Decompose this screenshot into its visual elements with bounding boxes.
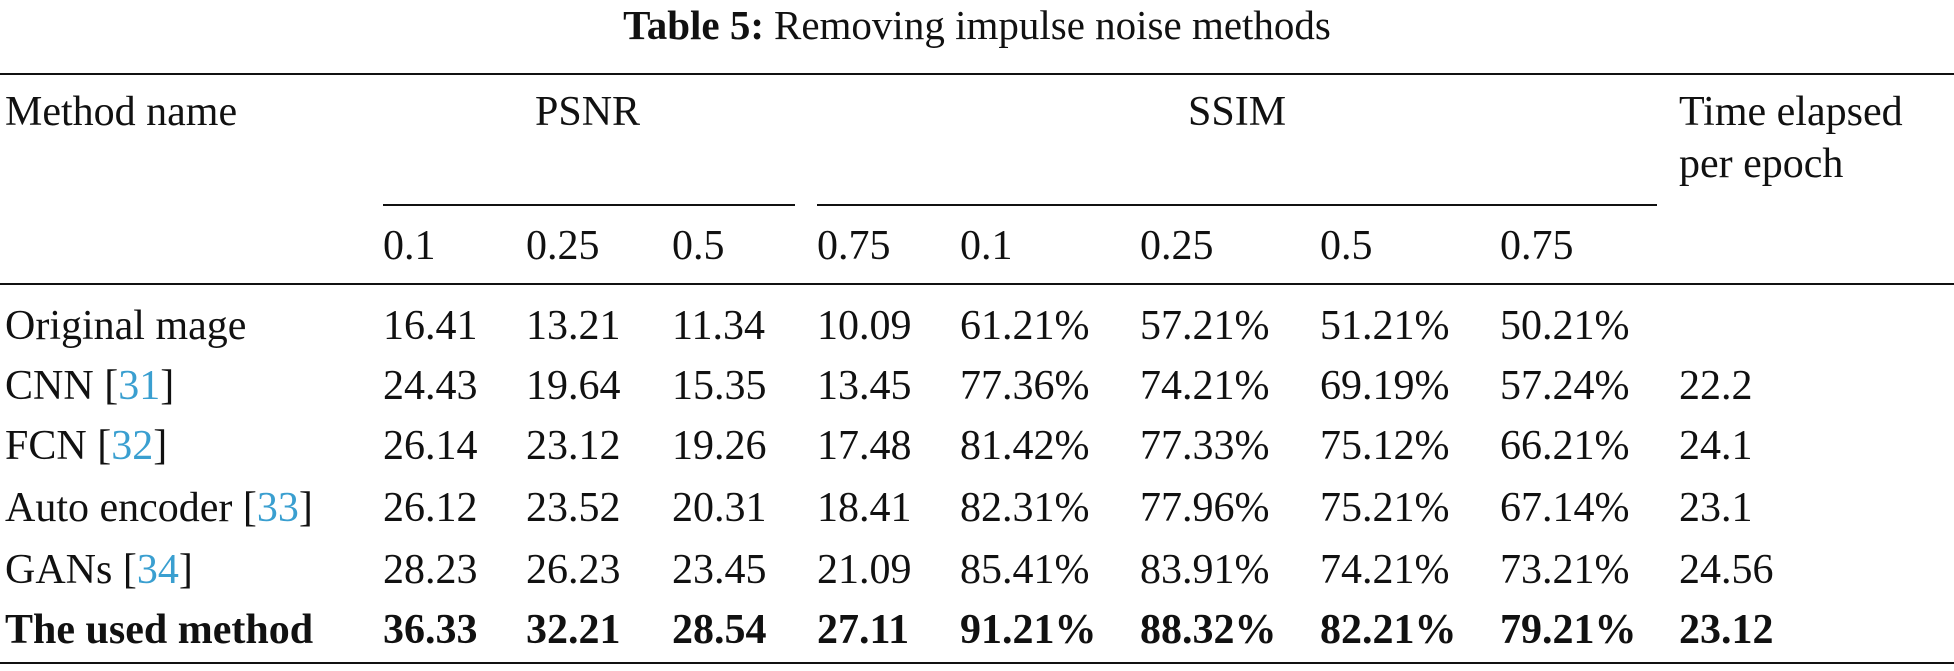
- bottom-rule: [0, 662, 1954, 664]
- citation-link[interactable]: 33: [256, 485, 299, 531]
- method-name: FCN: [5, 423, 87, 469]
- ssim-group-rule: [817, 204, 1657, 206]
- subheader-psnr-1: 0.1: [383, 223, 436, 269]
- value-cell: 10.09: [817, 303, 912, 349]
- value-cell: 24.43: [383, 363, 478, 409]
- subheader-psnr-3: 0.5: [672, 223, 725, 269]
- value-cell: 26.12: [383, 485, 478, 531]
- value-cell: 26.23: [526, 547, 621, 593]
- value-cell: 77.36%: [960, 363, 1090, 409]
- value-cell: 11.34: [672, 303, 765, 349]
- value-cell: 74.21%: [1320, 547, 1450, 593]
- subheader-psnr-2: 0.25: [526, 223, 600, 269]
- value-cell: 26.14: [383, 423, 478, 469]
- value-cell: 74.21%: [1140, 363, 1270, 409]
- subheader-ssim-1: 0.1: [960, 223, 1013, 269]
- subheader-psnr-4: 0.75: [817, 223, 891, 269]
- citation-link[interactable]: 32: [111, 423, 154, 469]
- value-cell: 75.21%: [1320, 485, 1450, 531]
- subheader-ssim-3: 0.5: [1320, 223, 1373, 269]
- top-rule: [0, 73, 1954, 75]
- subheader-ssim-4: 0.75: [1500, 223, 1574, 269]
- value-cell: 91.21%: [960, 607, 1097, 653]
- citation-link[interactable]: 31: [118, 363, 161, 409]
- value-cell: 19.26: [672, 423, 767, 469]
- time-cell: 22.2: [1679, 363, 1753, 409]
- value-cell: 82.31%: [960, 485, 1090, 531]
- value-cell: 20.31: [672, 485, 767, 531]
- value-cell: 69.19%: [1320, 363, 1450, 409]
- method-name-cell: FCN [32]: [5, 423, 168, 469]
- value-cell: 83.91%: [1140, 547, 1270, 593]
- value-cell: 27.11: [817, 607, 910, 653]
- value-cell: 57.24%: [1500, 363, 1630, 409]
- value-cell: 67.14%: [1500, 485, 1630, 531]
- method-name-cell: CNN [31]: [5, 363, 175, 409]
- header-psnr: PSNR: [535, 89, 641, 135]
- header-ssim: SSIM: [1188, 89, 1287, 135]
- value-cell: 66.21%: [1500, 423, 1630, 469]
- value-cell: 79.21%: [1500, 607, 1637, 653]
- header-per-epoch: per epoch: [1679, 141, 1844, 187]
- value-cell: 77.33%: [1140, 423, 1270, 469]
- method-name: GANs: [5, 547, 113, 593]
- value-cell: 88.32%: [1140, 607, 1277, 653]
- header-method-name: Method name: [5, 89, 238, 135]
- value-cell: 19.64: [526, 363, 621, 409]
- time-cell: 24.56: [1679, 547, 1774, 593]
- method-name: The used method: [5, 607, 314, 653]
- citation-link[interactable]: 34: [136, 547, 179, 593]
- caption-label: Table 5:: [623, 2, 764, 48]
- psnr-group-rule: [383, 204, 795, 206]
- value-cell: 81.42%: [960, 423, 1090, 469]
- value-cell: 85.41%: [960, 547, 1090, 593]
- value-cell: 15.35: [672, 363, 767, 409]
- time-cell: 24.1: [1679, 423, 1753, 469]
- header-time-elapsed: Time elapsed: [1679, 89, 1903, 135]
- method-name: CNN: [5, 363, 94, 409]
- method-name: Auto encoder: [5, 485, 233, 531]
- value-cell: 21.09: [817, 547, 912, 593]
- subheader-ssim-2: 0.25: [1140, 223, 1214, 269]
- value-cell: 51.21%: [1320, 303, 1450, 349]
- caption-text: Removing impulse noise methods: [774, 2, 1331, 48]
- method-name-cell: Auto encoder [33]: [5, 485, 313, 531]
- method-name-cell: Original mage: [5, 302, 246, 350]
- value-cell: 36.33: [383, 607, 478, 653]
- time-cell: 23.12: [1679, 607, 1774, 653]
- header-rule: [0, 283, 1954, 285]
- value-cell: 13.45: [817, 363, 912, 409]
- value-cell: 23.12: [526, 423, 621, 469]
- value-cell: 28.54: [672, 607, 767, 653]
- value-cell: 13.21: [526, 303, 621, 349]
- value-cell: 18.41: [817, 485, 912, 531]
- method-name-cell: GANs [34]: [5, 547, 193, 593]
- value-cell: 61.21%: [960, 303, 1090, 349]
- method-name-cell: The used method: [5, 606, 313, 654]
- value-cell: 23.45: [672, 547, 767, 593]
- method-name: Original mage: [5, 303, 247, 349]
- value-cell: 16.41: [383, 303, 478, 349]
- value-cell: 32.21: [526, 607, 621, 653]
- value-cell: 77.96%: [1140, 485, 1270, 531]
- value-cell: 73.21%: [1500, 547, 1630, 593]
- value-cell: 23.52: [526, 485, 621, 531]
- table-caption: Table 5: Removing impulse noise methods: [0, 0, 1954, 50]
- value-cell: 50.21%: [1500, 303, 1630, 349]
- value-cell: 28.23: [383, 547, 478, 593]
- value-cell: 17.48: [817, 423, 912, 469]
- value-cell: 75.12%: [1320, 423, 1450, 469]
- time-cell: 23.1: [1679, 485, 1753, 531]
- value-cell: 82.21%: [1320, 607, 1457, 653]
- value-cell: 57.21%: [1140, 303, 1270, 349]
